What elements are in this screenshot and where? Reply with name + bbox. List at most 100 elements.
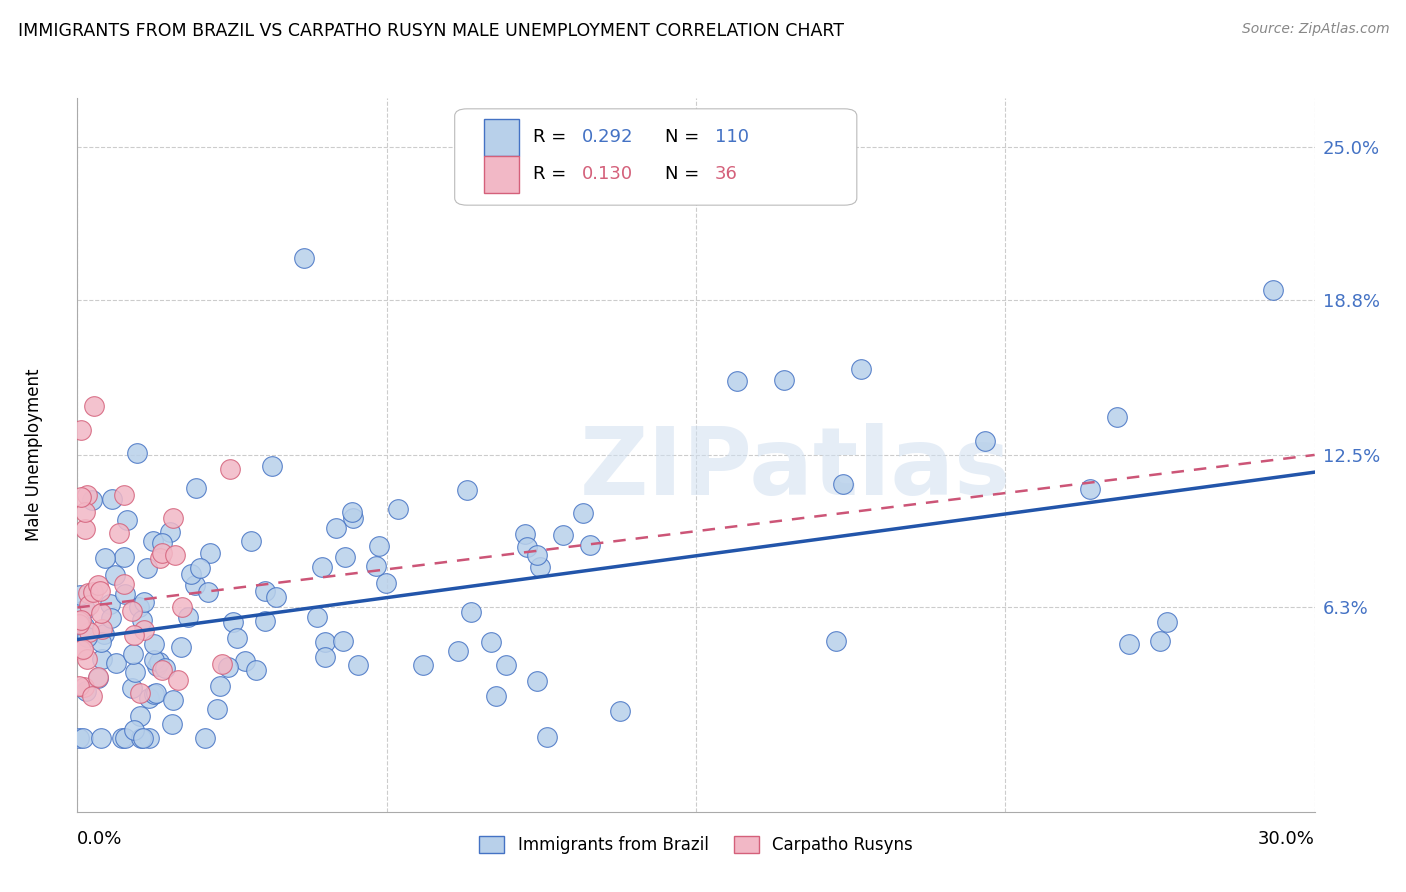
Point <box>150 663 173 677</box>
Point <box>142 534 165 549</box>
Point <box>98 597 121 611</box>
Point <box>67 616 90 631</box>
Point <box>129 731 152 745</box>
Text: 0.130: 0.130 <box>582 166 633 184</box>
Legend: Immigrants from Brazil, Carpatho Rusyns: Immigrants from Brazil, Carpatho Rusyns <box>472 829 920 861</box>
Point <box>89 583 111 598</box>
Text: 110: 110 <box>714 128 748 146</box>
Point <box>1118 637 1140 651</box>
Point <box>149 550 172 565</box>
Point <box>76 630 98 644</box>
Point <box>1263 283 1285 297</box>
Point <box>1156 615 1178 630</box>
Point <box>314 634 336 648</box>
Point <box>973 434 995 448</box>
Point <box>188 560 211 574</box>
Point <box>101 492 124 507</box>
Point <box>163 549 186 563</box>
Point <box>111 731 134 745</box>
Point <box>725 374 748 388</box>
Point <box>314 649 336 664</box>
Point <box>1149 634 1171 648</box>
Point <box>456 483 478 497</box>
Point <box>183 578 205 592</box>
Point <box>132 731 155 745</box>
Point <box>222 615 245 630</box>
Point <box>90 731 112 745</box>
Point <box>159 524 181 539</box>
Point <box>82 689 104 703</box>
Point <box>529 560 551 574</box>
Text: N =: N = <box>665 166 704 184</box>
Point <box>124 665 146 680</box>
Point <box>83 399 105 413</box>
Point <box>114 488 136 502</box>
Point <box>217 660 239 674</box>
Point <box>536 730 558 744</box>
Point <box>87 672 110 686</box>
Text: R =: R = <box>533 128 572 146</box>
Text: 0.292: 0.292 <box>582 128 634 146</box>
Point <box>578 539 600 553</box>
Point <box>114 587 136 601</box>
Point <box>333 549 356 564</box>
Point <box>325 521 347 535</box>
Point <box>104 567 127 582</box>
Point <box>121 604 143 618</box>
Point <box>87 670 110 684</box>
Point <box>170 599 193 614</box>
Point <box>73 619 96 633</box>
Point <box>150 546 173 560</box>
Point <box>128 708 150 723</box>
Point <box>198 546 221 560</box>
Point <box>495 658 517 673</box>
Point <box>253 614 276 628</box>
Point <box>485 689 508 703</box>
Point <box>1080 482 1102 496</box>
Point <box>90 606 112 620</box>
Point <box>134 595 156 609</box>
Point <box>67 614 90 628</box>
Point <box>205 702 228 716</box>
Point <box>831 477 853 491</box>
Point <box>72 731 94 745</box>
Point <box>70 642 93 657</box>
Point <box>170 640 193 654</box>
Text: N =: N = <box>665 128 704 146</box>
Point <box>366 559 388 574</box>
Point <box>90 635 112 649</box>
Point <box>460 606 482 620</box>
Point <box>849 361 872 376</box>
Point <box>77 586 100 600</box>
Point <box>70 613 93 627</box>
Point <box>125 446 148 460</box>
Point <box>184 481 207 495</box>
Point <box>148 655 170 669</box>
Point <box>73 505 96 519</box>
Point <box>100 611 122 625</box>
Point <box>82 585 104 599</box>
Point <box>167 673 190 688</box>
Point <box>131 613 153 627</box>
Point <box>368 539 391 553</box>
Point <box>387 502 409 516</box>
Point <box>124 628 146 642</box>
Point <box>142 637 165 651</box>
Point <box>128 600 150 615</box>
Point <box>233 654 256 668</box>
Text: 30.0%: 30.0% <box>1258 830 1315 847</box>
Point <box>76 487 98 501</box>
Point <box>132 623 155 637</box>
Point <box>264 590 287 604</box>
Point <box>75 522 97 536</box>
Point <box>209 680 232 694</box>
Point <box>197 585 219 599</box>
Point <box>79 598 101 612</box>
Point <box>67 731 90 745</box>
Point <box>75 684 97 698</box>
Point <box>572 506 595 520</box>
Point <box>112 577 135 591</box>
Point <box>162 693 184 707</box>
Point <box>128 685 150 699</box>
Point <box>114 731 136 745</box>
